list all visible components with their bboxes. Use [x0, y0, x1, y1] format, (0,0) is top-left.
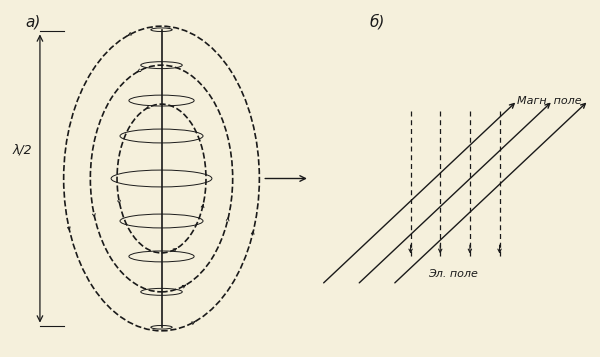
Text: б): б) [369, 14, 385, 29]
Text: Эл. поле: Эл. поле [428, 269, 478, 279]
Text: Магн. поле: Магн. поле [517, 96, 582, 106]
Text: λ/2: λ/2 [13, 144, 32, 157]
Text: а): а) [25, 14, 40, 29]
